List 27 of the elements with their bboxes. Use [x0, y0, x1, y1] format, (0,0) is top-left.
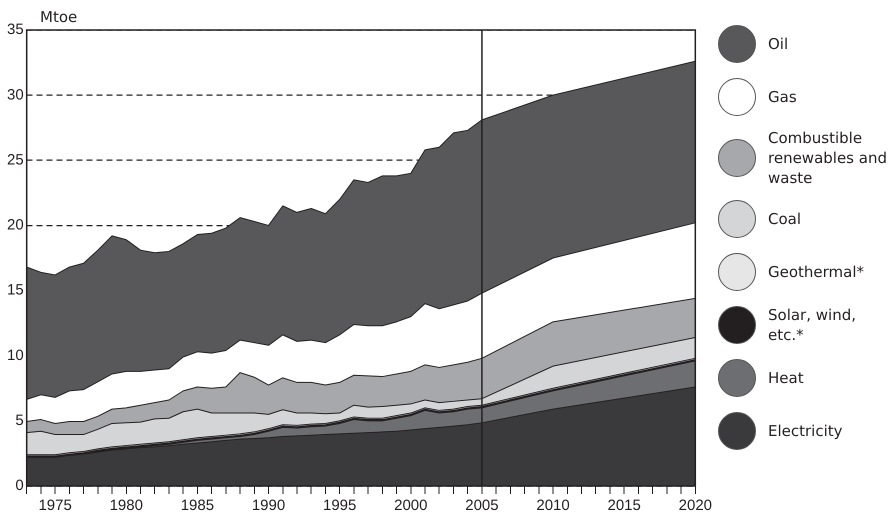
- text: Gas: [768, 87, 798, 107]
- text: Coal: [768, 209, 802, 229]
- text: Electricity: [768, 421, 844, 441]
- y-tick-label: 15: [6, 282, 24, 299]
- x-tick-label: 2020: [678, 497, 712, 514]
- y-axis-title: Mtoe: [40, 8, 78, 26]
- y-tick-label: 30: [6, 86, 24, 104]
- y-tick-label: 5: [15, 412, 24, 429]
- x-tick-label: 2010: [536, 497, 570, 514]
- y-tick-label: 0: [15, 477, 24, 494]
- x-tick-label: 2015: [607, 497, 641, 514]
- text: Geothermal*: [768, 262, 866, 282]
- y-tick-label: 35: [6, 21, 24, 38]
- x-tick-label: 1990: [252, 497, 286, 514]
- text: Heat: [768, 368, 805, 388]
- y-tick-label: 25: [6, 151, 24, 168]
- x-tick-label: 1975: [38, 497, 72, 514]
- x-tick-label: 1985: [180, 497, 214, 514]
- x-tick-label: 1995: [322, 497, 356, 514]
- x-tick-label: 2000: [394, 497, 428, 514]
- text: Combustible renewables and waste: [768, 128, 888, 188]
- x-tick-label: 1980: [110, 497, 143, 514]
- text: Solar, wind, etc.*: [768, 305, 857, 345]
- x-tick-label: 2005: [465, 497, 499, 514]
- text: Oil: [768, 34, 790, 54]
- y-tick-label: 10: [6, 346, 24, 364]
- y-tick-label: 20: [6, 216, 24, 234]
